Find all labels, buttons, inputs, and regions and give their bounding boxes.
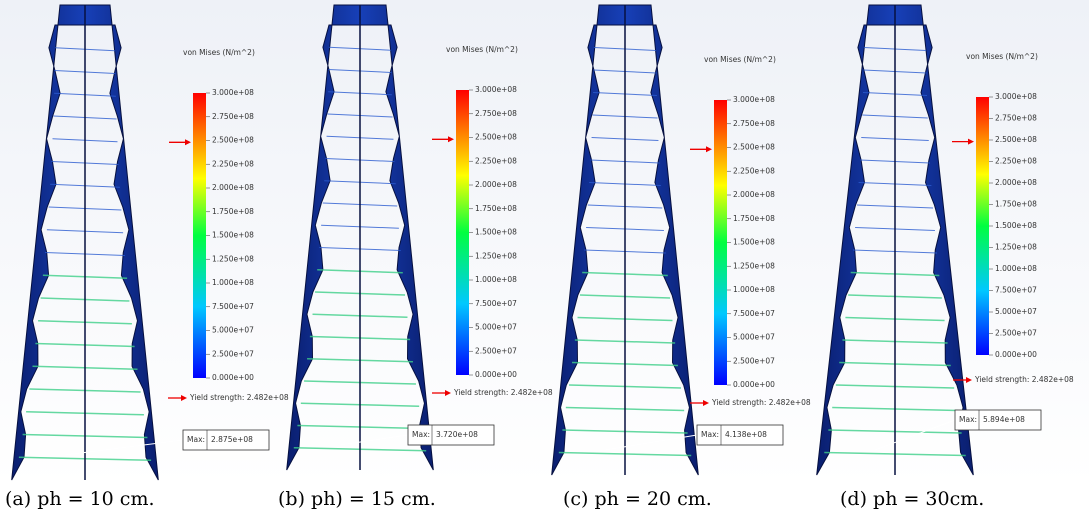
colorbar-label: 1.250e+08	[995, 243, 1037, 252]
colorbar-label: 2.750e+08	[212, 112, 254, 121]
colorbar-label: 2.000e+08	[995, 178, 1037, 187]
colorbar-label: 1.500e+08	[212, 231, 254, 240]
max-value: 4.138e+08	[725, 430, 767, 439]
max-label: Max:	[187, 435, 205, 444]
colorbar-label: 3.000e+08	[212, 88, 254, 97]
colorbar-label: 0.000e+00	[475, 370, 517, 379]
max-label: Max:	[959, 415, 977, 424]
colorbar-label: 2.250e+08	[212, 159, 254, 168]
colorbar-label: 1.500e+08	[475, 228, 517, 237]
colorbar	[976, 97, 989, 355]
caption: (c) ph = 20 cm.	[563, 488, 712, 510]
colorbar-label: 1.750e+08	[212, 207, 254, 216]
max-value: 3.720e+08	[436, 430, 478, 439]
yield-strength: Yield strength: 2.482e+08	[189, 393, 289, 402]
max-label: Max:	[412, 430, 430, 439]
colorbar-label: 2.500e+07	[212, 349, 254, 358]
colorbar-label: 1.750e+08	[733, 214, 775, 223]
colorbar-label: 0.000e+00	[995, 350, 1037, 359]
colorbar-label: 5.000e+07	[212, 326, 254, 335]
colorbar-label: 2.750e+08	[733, 119, 775, 128]
yield-strength: Yield strength: 2.482e+08	[711, 398, 811, 407]
colorbar-label: 2.250e+08	[475, 156, 517, 165]
colorbar-label: 7.500e+07	[475, 299, 517, 308]
max-value: 2.875e+08	[211, 435, 253, 444]
colorbar-label: 1.000e+08	[733, 285, 775, 294]
panel-background	[565, 0, 820, 485]
panel-background	[295, 0, 565, 485]
colorbar-label: 2.000e+08	[733, 190, 775, 199]
colorbar-label: 1.000e+08	[212, 278, 254, 287]
colorbar-label: 2.500e+08	[995, 135, 1037, 144]
colorbar-label: 5.000e+07	[733, 333, 775, 342]
colorbar-label: 1.250e+08	[212, 254, 254, 263]
colorbar-label: 2.500e+08	[212, 136, 254, 145]
max-label: Max:	[701, 430, 719, 439]
colorbar-label: 3.000e+08	[995, 92, 1037, 101]
caption: (d) ph = 30cm.	[840, 488, 984, 510]
colorbar	[714, 100, 727, 385]
figure: von Mises (N/m^2) 3.000e+08 2.750e+08 2.500…	[0, 0, 1089, 519]
legend-title: von Mises (N/m^2)	[704, 55, 776, 64]
panel-background	[820, 0, 1089, 485]
caption: (a) ph = 10 cm.	[5, 488, 155, 510]
colorbar-label: 5.000e+07	[995, 307, 1037, 316]
colorbar-label: 2.500e+07	[733, 356, 775, 365]
yield-strength: Yield strength: 2.482e+08	[453, 388, 553, 397]
colorbar-label: 1.250e+08	[733, 261, 775, 270]
colorbar-label: 5.000e+07	[475, 323, 517, 332]
colorbar-label: 2.250e+08	[733, 166, 775, 175]
panel: von Mises (N/m^2) 3.000e+08 2.750e+08 2.500…	[552, 0, 820, 510]
colorbar-label: 0.000e+00	[212, 373, 254, 382]
colorbar-label: 3.000e+08	[475, 85, 517, 94]
colorbar-label: 7.500e+07	[995, 286, 1037, 295]
colorbar-label: 2.000e+08	[475, 180, 517, 189]
legend-title: von Mises (N/m^2)	[966, 52, 1038, 61]
panel: von Mises (N/m^2) 3.000e+08 2.750e+08 2.500…	[817, 0, 1089, 510]
colorbar-label: 1.750e+08	[995, 200, 1037, 209]
max-value: 5.894e+08	[983, 415, 1025, 424]
legend-title: von Mises (N/m^2)	[183, 48, 255, 57]
caption: (b) ph) = 15 cm.	[278, 488, 436, 510]
colorbar-label: 1.000e+08	[475, 275, 517, 284]
colorbar-label: 0.000e+00	[733, 380, 775, 389]
colorbar-label: 2.750e+08	[995, 114, 1037, 123]
colorbar-label: 2.000e+08	[212, 183, 254, 192]
colorbar-label: 2.750e+08	[475, 109, 517, 118]
colorbar-label: 1.000e+08	[995, 264, 1037, 273]
colorbar	[193, 93, 206, 378]
colorbar-label: 2.250e+08	[995, 157, 1037, 166]
colorbar-label: 1.500e+08	[733, 238, 775, 247]
panel: von Mises (N/m^2) 3.000e+08 2.750e+08 2.500…	[0, 0, 295, 510]
panel: von Mises (N/m^2) 3.000e+08 2.750e+08 2.500…	[278, 0, 565, 510]
colorbar-label: 7.500e+07	[212, 302, 254, 311]
colorbar-label: 2.500e+08	[475, 133, 517, 142]
colorbar-label: 2.500e+08	[733, 143, 775, 152]
colorbar-label: 2.500e+07	[475, 346, 517, 355]
colorbar-label: 3.000e+08	[733, 95, 775, 104]
colorbar-label: 7.500e+07	[733, 309, 775, 318]
legend-title: von Mises (N/m^2)	[446, 45, 518, 54]
yield-strength: Yield strength: 2.482e+08	[974, 375, 1074, 384]
colorbar-label: 1.250e+08	[475, 251, 517, 260]
colorbar	[456, 90, 469, 375]
colorbar-label: 1.500e+08	[995, 221, 1037, 230]
colorbar-label: 1.750e+08	[475, 204, 517, 213]
colorbar-label: 2.500e+07	[995, 329, 1037, 338]
